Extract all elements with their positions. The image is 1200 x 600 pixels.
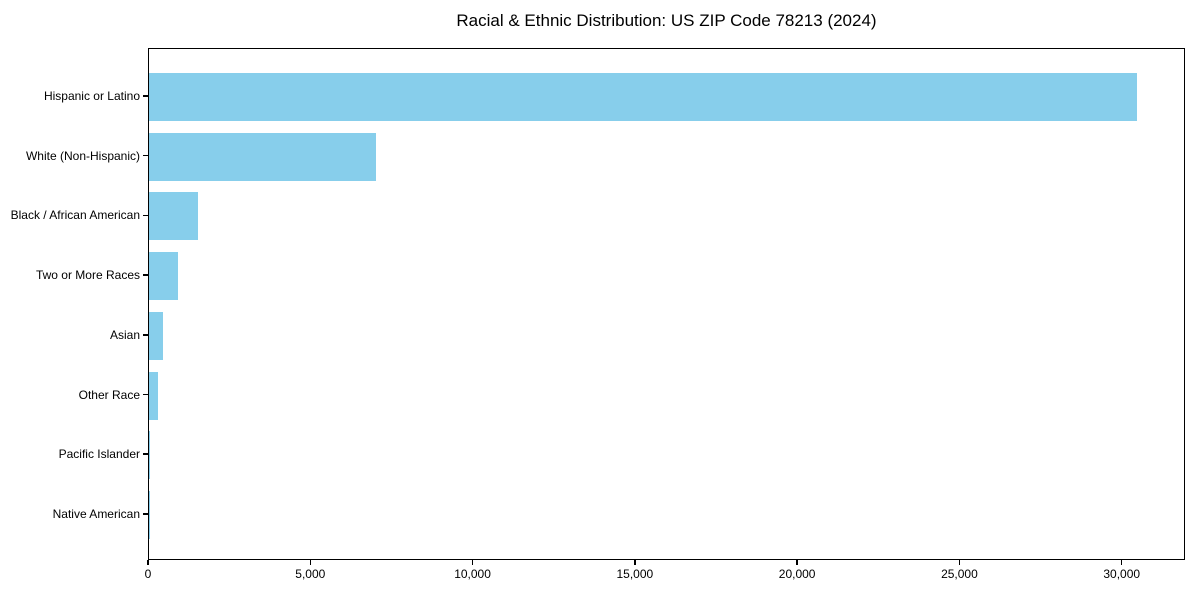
x-tick-mark	[958, 560, 961, 565]
x-tick-label: 15,000	[616, 567, 654, 581]
bar-segment	[149, 371, 159, 420]
y-tick-label: Hispanic or Latino	[43, 89, 140, 103]
y-tick-mark	[143, 154, 148, 157]
chart-title: Racial & Ethnic Distribution: US ZIP Cod…	[456, 11, 877, 30]
y-tick-mark	[143, 393, 148, 396]
x-tick-mark	[147, 560, 149, 565]
y-tick-mark	[143, 95, 148, 97]
y-tick-mark	[143, 513, 148, 515]
x-tick-label: 0	[144, 567, 152, 581]
x-tick-mark	[634, 560, 636, 565]
x-tick-mark	[1120, 560, 1123, 565]
x-tick-label: 5,000	[295, 567, 326, 581]
x-tick-label: 20,000	[778, 567, 816, 581]
y-tick-label: Asian	[109, 327, 140, 342]
bar-segment	[149, 252, 178, 301]
plot-area	[148, 48, 1185, 560]
y-tick-label: Black / African American	[10, 208, 140, 223]
y-tick-mark	[143, 214, 148, 217]
x-tick-label: 25,000	[941, 567, 978, 581]
bar-segment	[149, 192, 198, 241]
bar-segment	[149, 73, 1137, 121]
x-tick-label: 10,000	[454, 567, 491, 581]
x-tick-label: 30,000	[1103, 567, 1141, 581]
y-tick-mark	[143, 334, 148, 336]
y-tick-label: Pacific Islander	[58, 447, 140, 462]
x-tick-mark	[309, 560, 312, 565]
bar-segment	[149, 311, 163, 360]
y-tick-label: Native American	[52, 506, 140, 521]
bar-segment	[149, 132, 376, 181]
y-tick-mark	[143, 274, 148, 276]
y-tick-label: White (Non-Hispanic)	[25, 148, 140, 163]
y-tick-label: Two or More Races	[35, 268, 140, 283]
y-tick-label: Other Race	[78, 387, 140, 402]
y-tick-mark	[143, 453, 148, 455]
bar-segment	[149, 431, 151, 480]
x-tick-mark	[471, 560, 474, 565]
x-tick-mark	[796, 560, 798, 565]
